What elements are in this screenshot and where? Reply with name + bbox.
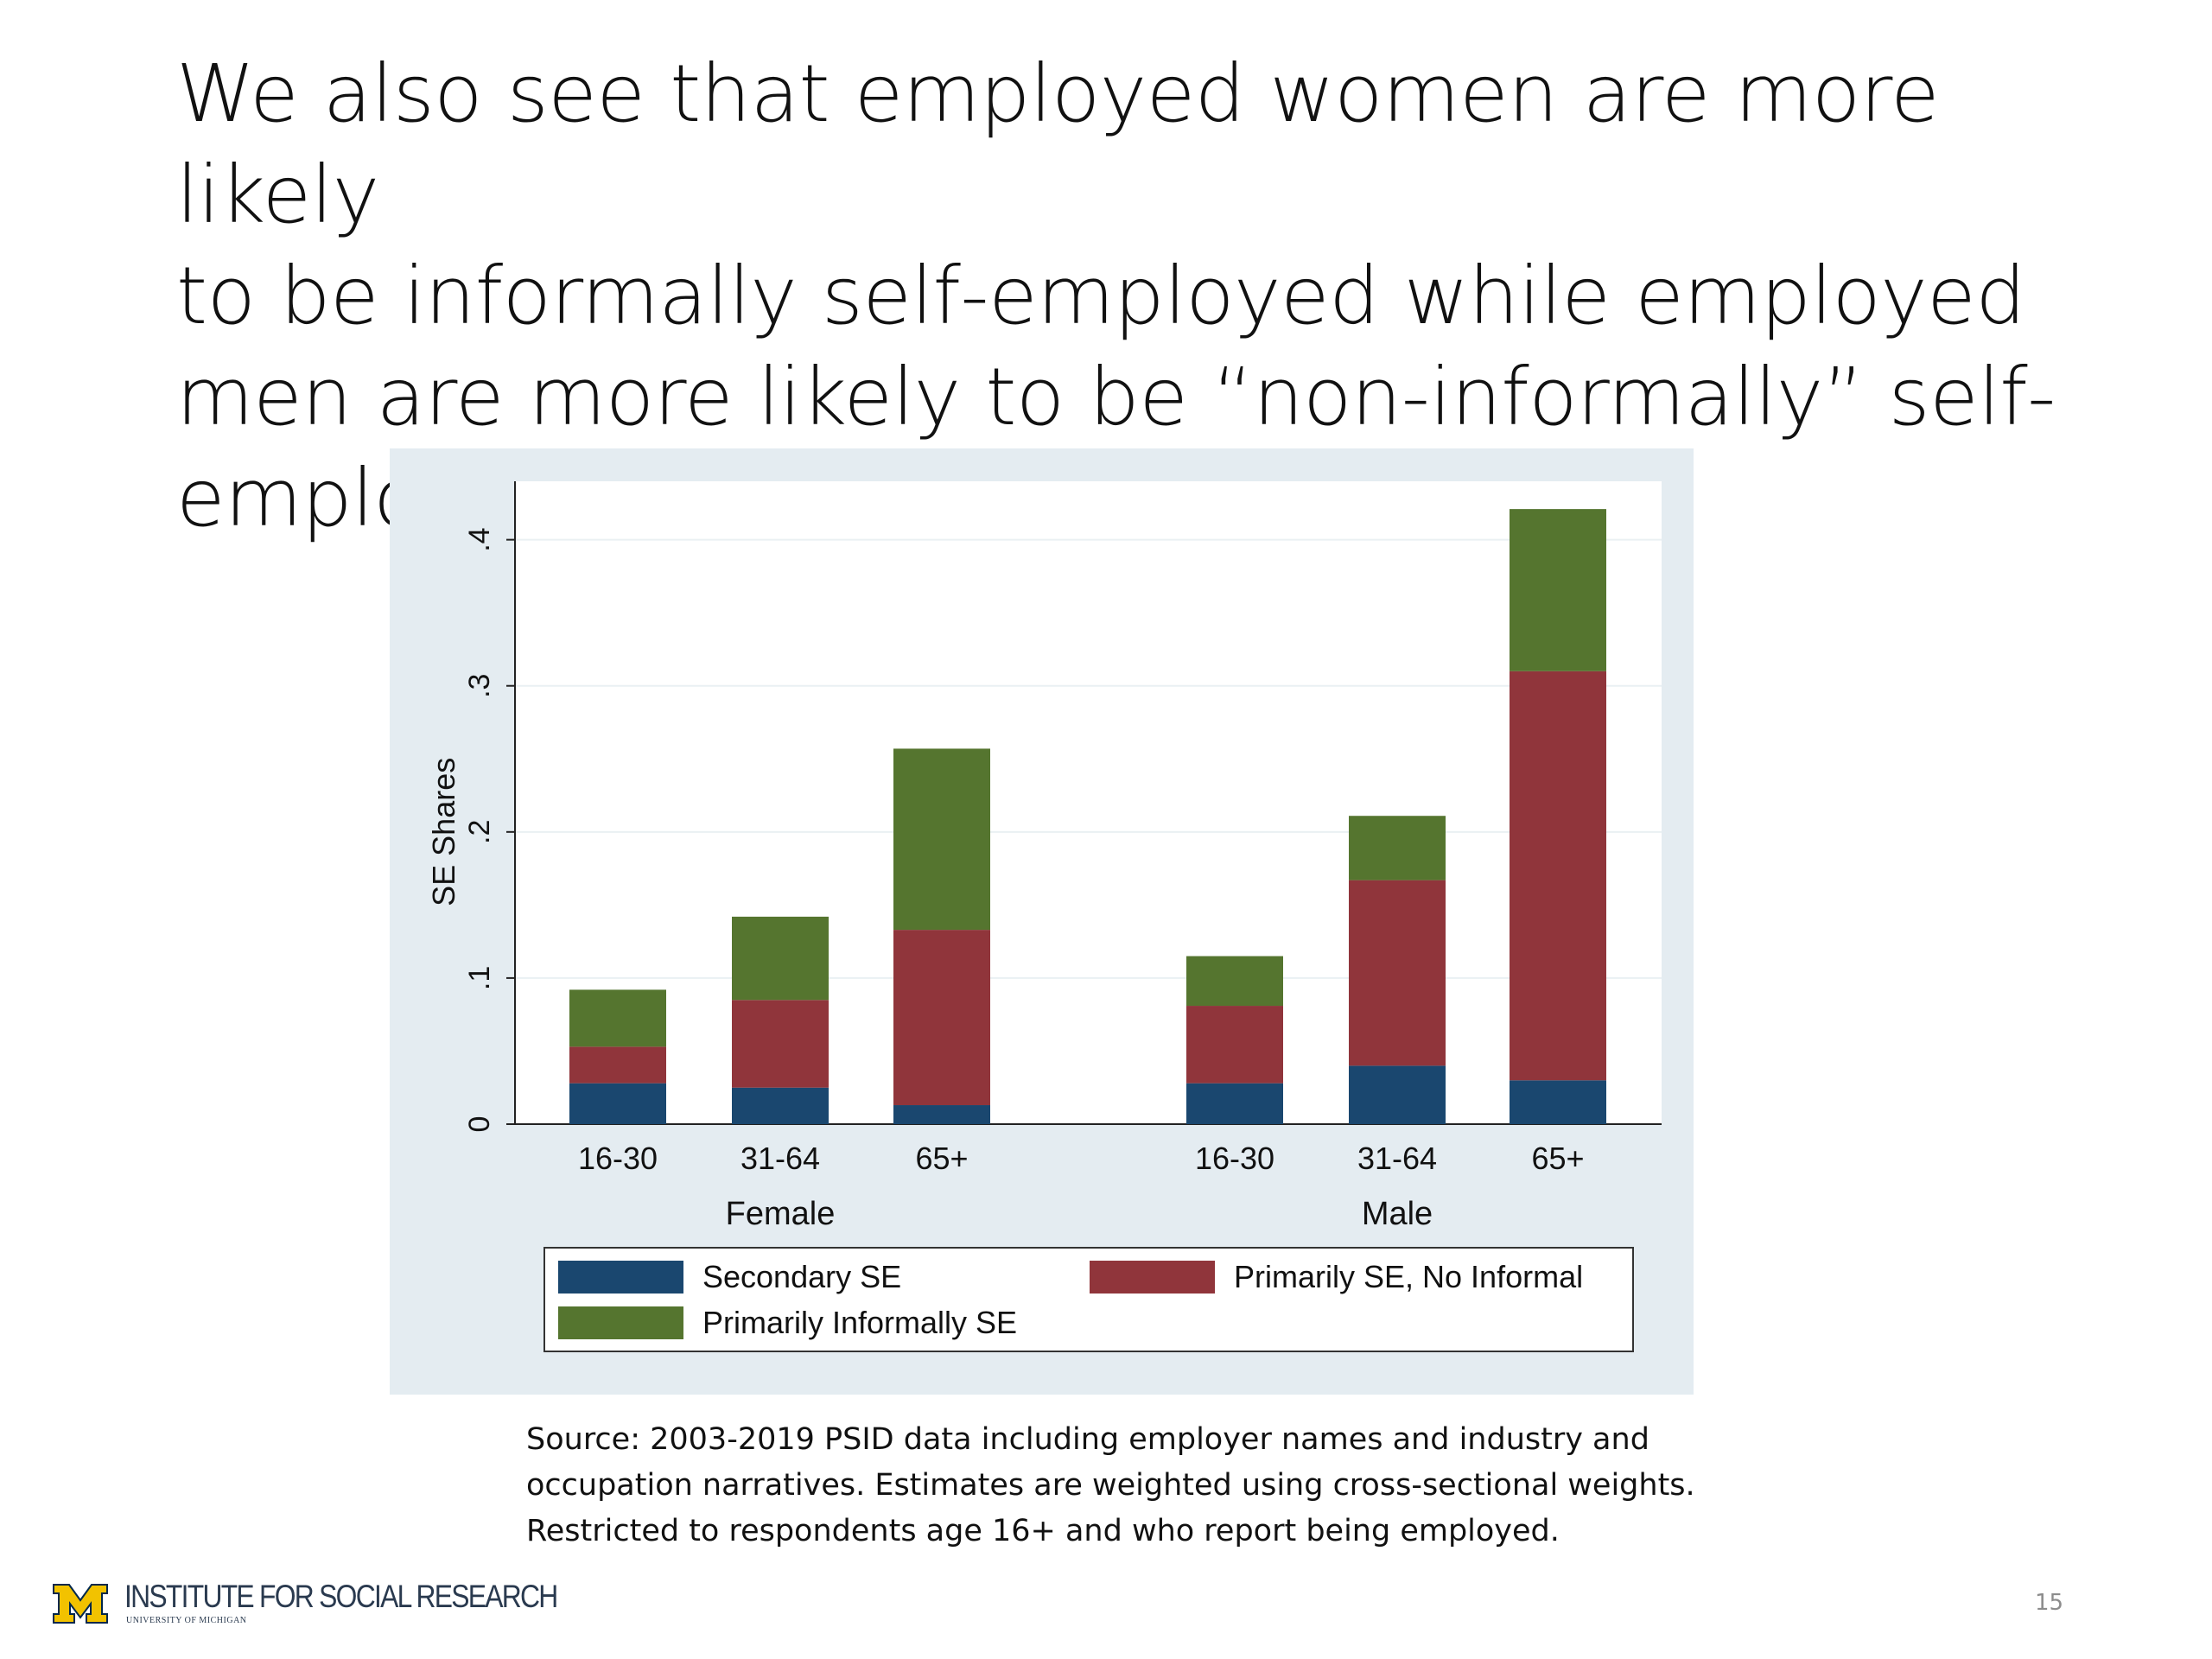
y-axis-title: SE Shares [426,758,461,906]
page-number: 15 [2035,1590,2064,1616]
stacked-bar-chart: 0 .1 .2 .3 .4 SE Shares 16-30 31-64 65+ Female 16-… [426,481,1662,1352]
source-line: Restricted to respondents age 16+ and wh… [526,1514,1560,1548]
plot-area [515,481,1662,1124]
bar-segment [732,1087,829,1124]
title-line: We also see that employed women are more… [176,48,1940,241]
org-subtitle: UNIVERSITY OF MICHIGAN [126,1616,247,1625]
y-tick-label: .4 [463,527,496,551]
bar-segment [1349,1065,1446,1124]
y-tick-label: .2 [463,820,496,844]
bar-segment [1349,880,1446,1066]
source-note: Source: 2003-2019 PSID data including em… [526,1417,1770,1554]
legend-label: Primarily SE, No Informal [1234,1259,1583,1294]
bar-segment [1510,671,1606,1081]
x-tick-label: 16-30 [578,1141,658,1176]
title-line: to be informally self-employed while emp… [176,250,2026,342]
x-tick-label: 65+ [1531,1141,1584,1176]
bar-segment [893,930,990,1106]
legend-swatch [558,1306,683,1339]
legend-label: Primarily Informally SE [702,1305,1017,1340]
bar-segment [1186,1083,1283,1124]
bar-segment [893,1105,990,1124]
x-tick-label: 65+ [915,1141,968,1176]
bar-segment [1510,509,1606,671]
bar-segment [732,1000,829,1088]
source-line: Source: 2003-2019 PSID data including em… [526,1422,1649,1457]
y-tick-label: .1 [463,966,496,990]
x-tick-label: 31-64 [1357,1141,1437,1176]
isr-logo: INSTITUTE FOR SOCIAL RESEARCH UNIVERSITY… [52,1580,558,1631]
source-line: occupation narratives. Estimates are wei… [526,1468,1695,1503]
x-tick-label: 16-30 [1195,1141,1274,1176]
group-label: Female [726,1196,836,1232]
bar-segment [1186,1006,1283,1084]
legend-box [543,1247,1634,1352]
y-tick-label: .3 [463,674,496,698]
bar-segment [1186,956,1283,1007]
slide-title: We also see that employed women are more… [176,43,2094,549]
legend-swatch [558,1261,683,1294]
block-m-icon [53,1584,108,1624]
bar-segment [1349,816,1446,880]
legend-swatch [1090,1261,1215,1294]
chart-panel: 0 .1 .2 .3 .4 SE Shares 16-30 31-64 65+ Female 16-… [390,448,1694,1395]
x-tick-label: 31-64 [741,1141,820,1176]
bar-segment [893,748,990,931]
org-name: INSTITUTE FOR SOCIAL RESEARCH [124,1579,558,1614]
bar-segment [569,989,666,1047]
legend-label: Secondary SE [702,1259,901,1294]
bar-segment [732,916,829,1001]
group-label: Male [1362,1196,1433,1232]
bar-segment [569,1083,666,1124]
bar-segment [1510,1080,1606,1124]
y-tick-label: 0 [463,1116,496,1133]
bar-segment [569,1046,666,1084]
title-line: men are more likely to be “non-informall… [176,351,2056,443]
